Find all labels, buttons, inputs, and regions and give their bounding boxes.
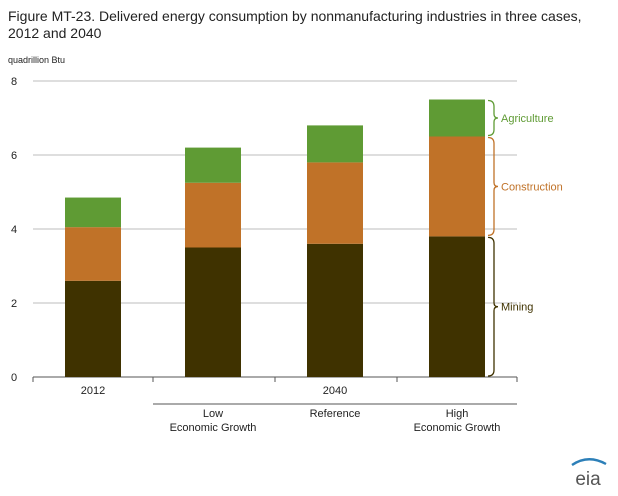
x-case-label-line1: Reference (310, 408, 361, 420)
y-tick-label: 8 (11, 76, 17, 88)
y-tick-label: 0 (11, 372, 17, 384)
y-axis-unit-label: quadrillion Btu (8, 55, 66, 65)
y-tick-label: 6 (11, 150, 17, 162)
x-case-label-line1: High (446, 408, 469, 420)
eia-logo-arc (571, 458, 607, 467)
y-tick-label: 2 (11, 298, 17, 310)
x-group-label-2012: 2012 (81, 385, 105, 397)
bar-mining-1 (185, 247, 241, 377)
x-case-label-line2: Economic Growth (414, 422, 501, 434)
bar-agriculture-0 (65, 197, 121, 228)
legend-label-agriculture: Agriculture (501, 113, 554, 125)
chart-title-line-1: Figure MT-23. Delivered energy consumpti… (8, 8, 582, 24)
x-group-label-2040: 2040 (323, 385, 347, 397)
legend-brace-mining (487, 236, 499, 377)
legend-label-mining: Mining (501, 302, 533, 314)
bar-agriculture-2 (307, 125, 363, 163)
legend-brace-agriculture (487, 99, 499, 137)
bar-mining-3 (429, 236, 485, 377)
chart-title: Figure MT-23. Delivered energy consumpti… (8, 8, 608, 42)
y-tick-label: 4 (11, 224, 17, 236)
eia-logo: eia (571, 458, 607, 490)
legend-brace-construction (487, 136, 499, 237)
bar-agriculture-3 (429, 99, 485, 137)
bar-mining-0 (65, 280, 121, 377)
chart-title-line-2: 2012 and 2040 (8, 25, 102, 41)
bar-construction-1 (185, 182, 241, 248)
bar-construction-0 (65, 227, 121, 281)
bar-mining-2 (307, 243, 363, 377)
eia-logo-text: eia (575, 469, 601, 490)
bar-construction-2 (307, 162, 363, 244)
bar-construction-3 (429, 136, 485, 237)
x-case-label-line1: Low (203, 408, 223, 420)
x-case-label-line2: Economic Growth (170, 422, 257, 434)
bar-agriculture-1 (185, 147, 241, 183)
legend-label-construction: Construction (501, 181, 563, 193)
